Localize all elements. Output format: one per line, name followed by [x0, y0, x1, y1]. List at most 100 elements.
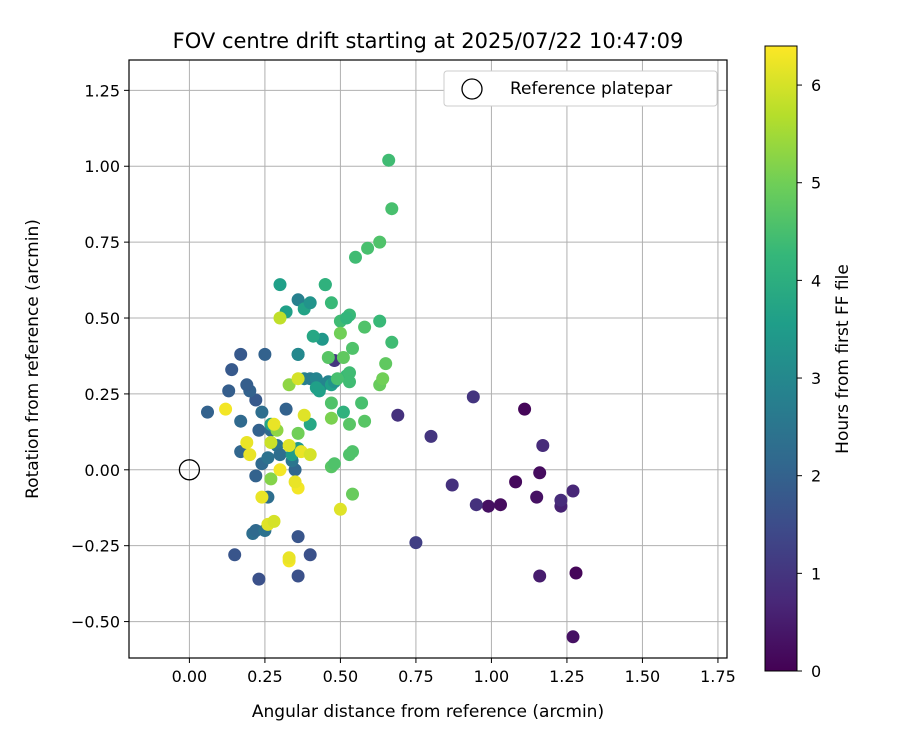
data-point: [264, 472, 278, 486]
data-point: [494, 498, 507, 512]
data-point: [536, 439, 550, 452]
data-point: [373, 314, 387, 328]
data-point: [566, 630, 580, 644]
data-point: [324, 296, 338, 310]
y-tick-label: 1.00: [84, 157, 120, 176]
data-point: [533, 466, 547, 480]
data-point: [255, 490, 269, 504]
data-point: [469, 498, 483, 512]
y-tick-label: 0.75: [84, 233, 120, 252]
data-point: [264, 436, 278, 449]
x-axis-label: Angular distance from reference (arcmin): [252, 702, 604, 722]
data-point: [228, 548, 242, 562]
data-point: [309, 381, 323, 395]
data-point: [273, 448, 287, 462]
y-tick-label: 1.25: [84, 81, 120, 100]
data-point: [282, 439, 296, 452]
data-point: [333, 502, 347, 516]
legend-entry-label: Reference platepar: [510, 79, 672, 99]
data-points: [201, 153, 583, 644]
data-point: [222, 384, 236, 398]
data-point: [340, 311, 353, 325]
data-point: [336, 405, 350, 419]
reference-marker: [178, 459, 201, 481]
y-axis-label: Rotation from reference (arcmin): [23, 219, 43, 499]
data-point: [243, 448, 257, 462]
data-point: [391, 408, 405, 422]
data-point: [409, 536, 423, 550]
x-tick-label: 1.50: [625, 667, 661, 686]
data-point: [530, 490, 544, 504]
data-point: [303, 548, 317, 562]
data-point: [303, 296, 317, 310]
data-point: [249, 524, 263, 537]
chart-title: FOV centre drift starting at 2025/07/22 …: [173, 29, 684, 53]
data-point: [288, 475, 302, 489]
data-point: [361, 241, 375, 255]
legend-box: [443, 70, 718, 107]
colorbar-tick-label: 1: [811, 564, 821, 583]
data-point: [518, 402, 532, 416]
data-point: [291, 372, 305, 386]
data-point: [346, 445, 359, 459]
colorbar-ticks: 0 1 2 3 4 5 6: [797, 76, 821, 681]
data-point: [273, 278, 287, 292]
x-tick-label: 0.75: [398, 667, 434, 686]
data-point: [330, 372, 344, 386]
data-point: [358, 320, 372, 334]
colorbar-tick-label: 4: [811, 271, 821, 290]
data-point: [379, 357, 393, 371]
data-point: [252, 423, 266, 437]
y-axis-ticks: −0.50 −0.25 0.00 0.25 0.50 0.75 1.00 1.25: [71, 81, 129, 632]
colorbar-tick-label: 2: [811, 467, 821, 486]
data-point: [255, 405, 269, 419]
colorbar-tick-label: 6: [811, 76, 821, 95]
y-tick-label: −0.50: [71, 613, 120, 632]
data-point: [273, 463, 287, 477]
colorbar: [764, 45, 798, 672]
y-tick-label: 0.00: [84, 461, 120, 480]
data-point: [282, 551, 296, 565]
data-point: [273, 311, 287, 325]
data-point: [261, 451, 275, 465]
x-axis-ticks: 0.00 0.25 0.50 0.75 1.00 1.25 1.50 1.75: [172, 658, 736, 686]
data-point: [445, 478, 459, 492]
data-point: [509, 475, 523, 489]
data-point: [267, 417, 281, 431]
x-tick-label: 1.25: [549, 667, 585, 686]
data-point: [267, 514, 281, 528]
x-tick-label: 0.25: [247, 667, 283, 686]
data-point: [327, 457, 341, 471]
data-point: [225, 363, 239, 377]
data-point: [346, 487, 359, 501]
data-point: [481, 499, 495, 513]
data-point: [554, 493, 568, 507]
data-point: [349, 250, 362, 264]
data-point: [234, 347, 248, 361]
data-point: [373, 235, 387, 249]
data-point: [291, 293, 305, 307]
colorbar-tick-label: 5: [811, 174, 821, 193]
reference-marker-group: [178, 459, 201, 481]
data-point: [258, 347, 272, 361]
data-point: [240, 378, 254, 392]
data-point: [376, 372, 390, 386]
data-point: [424, 429, 438, 443]
data-point: [201, 405, 214, 419]
data-point: [279, 402, 293, 416]
data-point: [343, 375, 356, 389]
colorbar-tick-label: 3: [811, 369, 821, 388]
data-point: [297, 408, 311, 422]
data-point: [291, 530, 305, 544]
data-point: [291, 347, 305, 361]
data-point: [252, 572, 266, 586]
data-point: [219, 402, 233, 416]
data-point: [333, 326, 347, 340]
y-tick-label: 0.25: [84, 385, 120, 404]
data-point: [318, 278, 332, 292]
data-point: [343, 417, 356, 431]
data-point: [303, 448, 317, 462]
grid-lines: [129, 60, 727, 658]
data-point: [533, 569, 547, 583]
